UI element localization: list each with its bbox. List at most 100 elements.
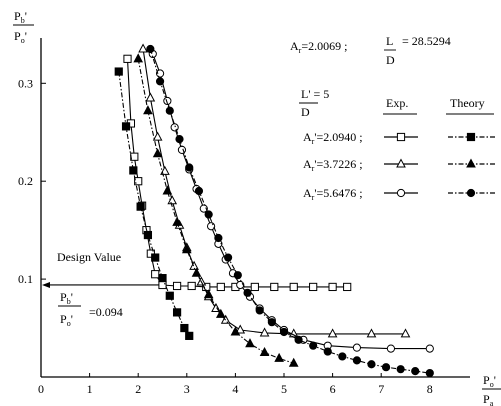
square-exp-point [151,270,160,279]
square-exp-point [172,281,182,291]
circle-theory-point [185,163,194,172]
circle-theory-point [214,233,223,243]
legend-col-exp: Exp. [386,96,408,110]
series-triangle-exp [138,43,411,338]
triangle-theory-point [203,289,214,299]
legend-theory-marker-square [466,132,476,142]
circle-exp-point [163,96,172,106]
legend-row-label: Ar'=5.6476 ; [303,186,363,202]
square-exp-point [216,282,225,292]
x-tick-label: 2 [135,382,141,396]
circle-theory-point [224,253,233,262]
triangle-theory-point [133,53,144,63]
circle-exp-point [170,123,179,132]
circle-exp-point [199,204,208,213]
triangle-theory-point [162,185,173,195]
circle-theory-point [323,347,332,356]
triangle-theory-point [288,357,299,367]
square-exp-point [187,281,196,291]
triangle-theory-line [137,58,294,364]
design-ratio-value: =0.094 [89,305,123,319]
square-theory-point [185,331,194,340]
circle-theory-point [255,306,264,315]
x-axis-label: Po' Pa [482,373,501,406]
design-ratio-num: Pb' [60,290,73,306]
square-exp-point [123,54,132,63]
triangle-exp-point [138,43,148,53]
triangle-theory-point [215,308,226,318]
header-parameters: Ar=2.0069 ; L D = 28.5294 [290,34,451,67]
circle-exp-point [207,222,216,231]
triangle-exp-point [400,328,411,338]
square-exp-point [289,282,298,292]
legend-row-triangle: Ar'=3.7226 ; [303,157,495,173]
circle-theory-point [367,360,376,369]
x-tick-label: 0 [38,382,44,396]
triangle-theory-point [172,216,182,226]
square-theory-point [158,274,167,283]
square-exp-point [134,177,143,186]
legend-theory-marker-circle [466,188,476,198]
y-tick-label: 0.2 [18,174,33,188]
triangle-theory-point [191,267,202,277]
triangle-exp-point [167,195,178,205]
square-theory-point [136,202,145,211]
circle-theory-point [396,365,405,374]
legend-exp-marker-square [396,132,406,142]
square-exp-point [250,282,259,292]
circle-theory-point [146,44,155,54]
triangle-theory-point [152,148,163,158]
circle-exp-point [425,344,434,353]
header-ratio-value: = 28.5294 [402,34,451,48]
header-ratio-num: L [386,34,393,48]
square-exp-point [328,282,337,292]
triangle-exp-point [259,327,270,337]
header-ar: Ar=2.0069 ; [290,39,347,55]
legend-row-square: Ar'=2.0940 ; [303,130,495,146]
triangle-exp-point [145,92,156,102]
x-tick-label: 7 [378,382,384,396]
y-tick-label: 0.1 [18,272,33,286]
circle-theory-point [233,271,242,280]
circle-exp-point [386,344,396,353]
circle-theory-point [294,335,303,344]
triangle-exp-point [160,165,170,175]
circle-theory-point [309,341,318,350]
triangle-exp-line [142,48,406,335]
legend-exp-marker-circle [396,188,406,198]
square-exp-point [309,282,318,292]
triangle-exp-point [189,260,199,270]
square-theory-point [129,166,138,175]
legend: Exp. Theory Ar'=2.0940 ; Ar'=3.7226 ; Ar'=… [303,96,495,202]
series-triangle-theory [133,53,299,367]
y-ticks: 0.1 0.2 0.3 [18,76,46,286]
circle-theory-point [194,186,204,196]
data-series [114,43,434,378]
circle-exp-point [352,343,361,352]
square-theory-point [165,291,174,300]
square-theory-point [121,122,131,131]
design-value-label: Design Value [57,250,121,264]
square-exp-point [343,282,352,292]
circle-theory-point [279,327,289,337]
design-value-arrowhead [42,281,50,288]
x-tick-label: 5 [281,382,287,396]
triangle-exp-point [366,328,377,338]
circle-theory-point [155,77,165,86]
x-label-den: Pa [483,392,494,406]
design-ratio-den: Po' [60,312,73,328]
circle-exp-point [155,69,165,78]
x-tick-label: 8 [427,382,433,396]
triangle-theory-point [143,105,153,115]
legend-theory-marker-triangle [466,158,476,168]
square-theory-point [114,67,123,76]
circle-theory-point [165,106,174,115]
square-theory-point [151,253,160,262]
header-ratio-den: D [386,53,395,67]
y-tick-label: 0.3 [18,76,33,90]
square-exp-point [270,282,279,292]
circle-theory-point [267,318,276,327]
x-label-num: Po' [483,373,496,389]
triangle-theory-point [181,244,192,254]
